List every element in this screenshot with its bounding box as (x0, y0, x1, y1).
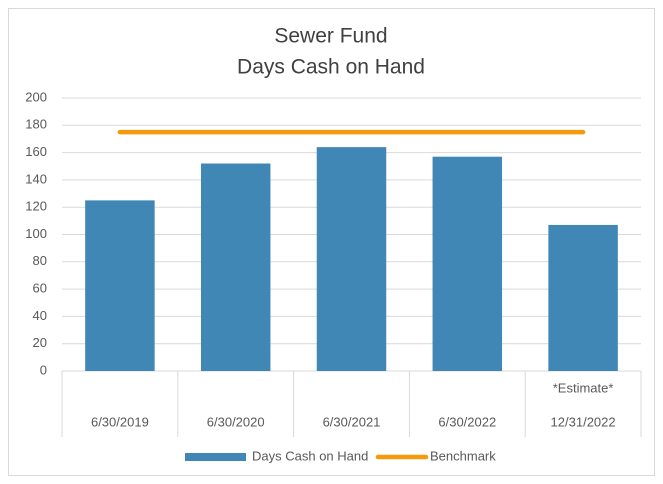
y-tick-label: 0 (40, 362, 47, 377)
y-tick-label: 200 (25, 89, 47, 104)
category-note: *Estimate* (553, 380, 614, 395)
y-tick-label: 120 (25, 199, 47, 214)
bar (432, 156, 503, 371)
y-tick-label: 40 (33, 308, 47, 323)
chart-title: Sewer Fund (274, 25, 387, 48)
x-tick-label: 6/30/2021 (323, 414, 381, 429)
y-tick-label: 60 (33, 281, 47, 296)
y-tick-label: 180 (25, 117, 47, 132)
y-tick-label: 160 (25, 144, 47, 159)
y-tick-label: 80 (33, 253, 47, 268)
x-tick-label: 12/31/2022 (551, 414, 616, 429)
y-tick-label: 140 (25, 171, 47, 186)
x-tick-label: 6/30/2022 (438, 414, 496, 429)
bar (548, 224, 618, 371)
x-tick-label: 6/30/2019 (91, 414, 149, 429)
legend-label: Benchmark (430, 448, 496, 463)
bar (85, 200, 155, 371)
legend-swatch (185, 453, 246, 461)
bar (316, 147, 387, 371)
chart-subtitle: Days Cash on Hand (237, 56, 425, 79)
legend-label: Days Cash on Hand (252, 448, 368, 463)
bar (200, 163, 271, 371)
y-tick-label: 100 (25, 226, 47, 241)
y-tick-label: 20 (33, 335, 47, 350)
x-tick-label: 6/30/2020 (207, 414, 265, 429)
